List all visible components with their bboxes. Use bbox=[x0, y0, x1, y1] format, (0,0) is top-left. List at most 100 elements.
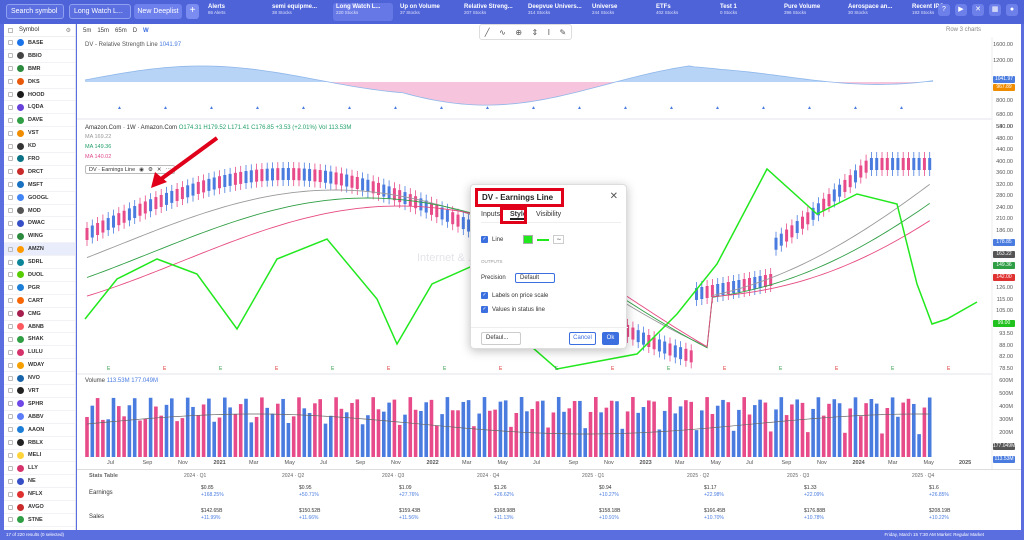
watchlist-tab[interactable]: Deepvue Univers... 314 Stocks bbox=[525, 3, 585, 21]
row-checkbox[interactable] bbox=[8, 478, 13, 484]
select-all-checkbox[interactable] bbox=[8, 27, 13, 33]
labels-on-scale-checkbox[interactable]: ✓ bbox=[481, 292, 488, 299]
row-checkbox[interactable] bbox=[8, 66, 13, 72]
row-checkbox[interactable] bbox=[8, 117, 13, 123]
text-tool-icon[interactable]: I bbox=[547, 27, 550, 37]
symbol-row[interactable]: NFLX bbox=[4, 488, 75, 502]
gear-icon[interactable]: ⚙ bbox=[65, 27, 71, 34]
line-tool-icon[interactable]: ╱ bbox=[484, 27, 490, 37]
symbol-row[interactable]: FRO bbox=[4, 153, 75, 166]
watchlist-select[interactable]: Long Watch L... bbox=[69, 4, 131, 19]
row-checkbox[interactable] bbox=[8, 324, 13, 330]
symbol-row[interactable]: LQDA bbox=[4, 101, 75, 115]
symbol-row[interactable]: STNE bbox=[4, 514, 75, 527]
user-icon[interactable]: ● bbox=[1006, 4, 1018, 16]
symbol-row[interactable]: LLY bbox=[4, 462, 75, 476]
watchlist-tab[interactable]: Long Watch L... 220 Stocks bbox=[333, 3, 393, 21]
watchlist-tab[interactable]: Universe 244 Stocks bbox=[589, 3, 649, 21]
close-icon[interactable]: ✕ bbox=[156, 166, 162, 173]
symbol-row[interactable]: SDRL bbox=[4, 256, 75, 270]
ok-button[interactable]: Ok bbox=[602, 332, 619, 345]
symbol-row[interactable]: VRT bbox=[4, 385, 75, 398]
row-checkbox[interactable] bbox=[8, 233, 13, 239]
line-type-select[interactable]: ∼ bbox=[553, 235, 565, 244]
search-symbol-input[interactable]: Search symbol bbox=[6, 4, 64, 19]
symbol-row[interactable]: ABNB bbox=[4, 321, 75, 334]
row-checkbox[interactable] bbox=[8, 53, 13, 59]
indicator-legend[interactable]: DV · Earnings Line ◉ ⚙ ✕ ⋯ bbox=[85, 165, 176, 174]
row-checkbox[interactable] bbox=[8, 259, 13, 265]
close-icon[interactable]: ✕ bbox=[609, 191, 618, 202]
row-checkbox[interactable] bbox=[8, 143, 13, 149]
x-icon[interactable]: ✕ bbox=[972, 4, 984, 16]
symbol-row[interactable]: NVO bbox=[4, 372, 75, 386]
symbol-row[interactable]: KD bbox=[4, 140, 75, 154]
row-checkbox[interactable] bbox=[8, 311, 13, 317]
symbol-row[interactable]: DUOL bbox=[4, 269, 75, 282]
watchlist-tab[interactable]: Pure Volume 396 Stocks bbox=[781, 3, 841, 21]
watchlist-tab[interactable]: Relative Streng... 207 Stocks bbox=[461, 3, 521, 21]
symbol-row[interactable]: PGR bbox=[4, 282, 75, 295]
symbol-row[interactable]: MSFT bbox=[4, 179, 75, 192]
more-icon[interactable]: ⋯ bbox=[165, 166, 172, 173]
watchlist-tab[interactable]: ETFs 402 Stocks bbox=[653, 3, 713, 21]
watchlist-tab[interactable]: semi equipme... 38 Stocks bbox=[269, 3, 329, 21]
row-checkbox[interactable] bbox=[8, 440, 13, 446]
watchlist-tab[interactable]: Aerospace an... 30 Stocks bbox=[845, 3, 905, 21]
row-checkbox[interactable] bbox=[8, 388, 13, 394]
row-checkbox[interactable] bbox=[8, 195, 13, 201]
play-icon[interactable]: ▶ bbox=[955, 4, 967, 16]
layout-icon[interactable]: ▦ bbox=[989, 4, 1001, 16]
values-in-status-checkbox[interactable]: ✓ bbox=[481, 306, 488, 313]
row-checkbox[interactable] bbox=[8, 92, 13, 97]
row-checkbox[interactable] bbox=[8, 156, 13, 162]
row-checkbox[interactable] bbox=[8, 362, 13, 368]
timeframe-W[interactable]: W bbox=[143, 27, 149, 34]
row-checkbox[interactable] bbox=[8, 298, 13, 304]
row-checkbox[interactable] bbox=[8, 169, 13, 175]
symbol-row[interactable]: CMG bbox=[4, 308, 75, 321]
row-checkbox[interactable] bbox=[8, 504, 13, 510]
row-checkbox[interactable] bbox=[8, 220, 13, 226]
row-checkbox[interactable] bbox=[8, 414, 13, 420]
timeframe-65m[interactable]: 65m bbox=[115, 27, 127, 34]
row-checkbox[interactable] bbox=[8, 285, 13, 291]
symbol-row[interactable]: AVGO bbox=[4, 501, 75, 514]
symbol-row[interactable]: VST bbox=[4, 127, 75, 141]
symbol-column-header[interactable]: Symbol bbox=[19, 27, 40, 33]
crosshair-tool-icon[interactable]: ⊕ bbox=[515, 27, 523, 37]
symbol-row[interactable]: DWAC bbox=[4, 217, 75, 231]
symbol-row[interactable]: BMR bbox=[4, 63, 75, 76]
watchlist-tab[interactable]: Recent IPO 193 Stocks bbox=[909, 3, 969, 21]
precision-select[interactable]: Default bbox=[515, 273, 555, 283]
symbol-row[interactable]: AAON bbox=[4, 424, 75, 437]
symbol-row[interactable]: WDAY bbox=[4, 359, 75, 373]
row-checkbox[interactable] bbox=[8, 452, 13, 458]
row-checkbox[interactable] bbox=[8, 517, 13, 523]
cancel-button[interactable]: Cancel bbox=[569, 332, 596, 345]
symbol-row[interactable]: MELI bbox=[4, 450, 75, 463]
row-checkbox[interactable] bbox=[8, 130, 13, 136]
row-checkbox[interactable] bbox=[8, 246, 13, 252]
timeframe-15m[interactable]: 15m bbox=[97, 27, 110, 34]
brush-tool-icon[interactable]: ∿ bbox=[499, 27, 506, 37]
row-checkbox[interactable] bbox=[8, 349, 13, 355]
symbol-row[interactable]: BBIO bbox=[4, 50, 75, 63]
measure-tool-icon[interactable]: ⇕ bbox=[531, 27, 539, 37]
symbol-row[interactable]: SHAK bbox=[4, 333, 75, 347]
row-checkbox[interactable] bbox=[8, 208, 13, 214]
symbol-row[interactable]: WING bbox=[4, 230, 75, 244]
row-checkbox[interactable] bbox=[8, 40, 13, 46]
eye-icon[interactable]: ◉ bbox=[139, 166, 144, 173]
add-list-button[interactable]: + bbox=[186, 4, 199, 19]
symbol-row[interactable]: GOOGL bbox=[4, 192, 75, 205]
tab-inputs[interactable]: Inputs bbox=[481, 211, 501, 218]
watchlist-tab[interactable]: Up on Volume 37 Stocks bbox=[397, 3, 457, 21]
row-checkbox[interactable] bbox=[8, 427, 13, 433]
tab-style[interactable]: Style bbox=[510, 211, 527, 220]
row-checkbox[interactable] bbox=[8, 104, 13, 110]
row-checkbox[interactable] bbox=[8, 491, 13, 497]
symbol-row[interactable]: LULU bbox=[4, 346, 75, 360]
row-checkbox[interactable] bbox=[8, 79, 13, 85]
